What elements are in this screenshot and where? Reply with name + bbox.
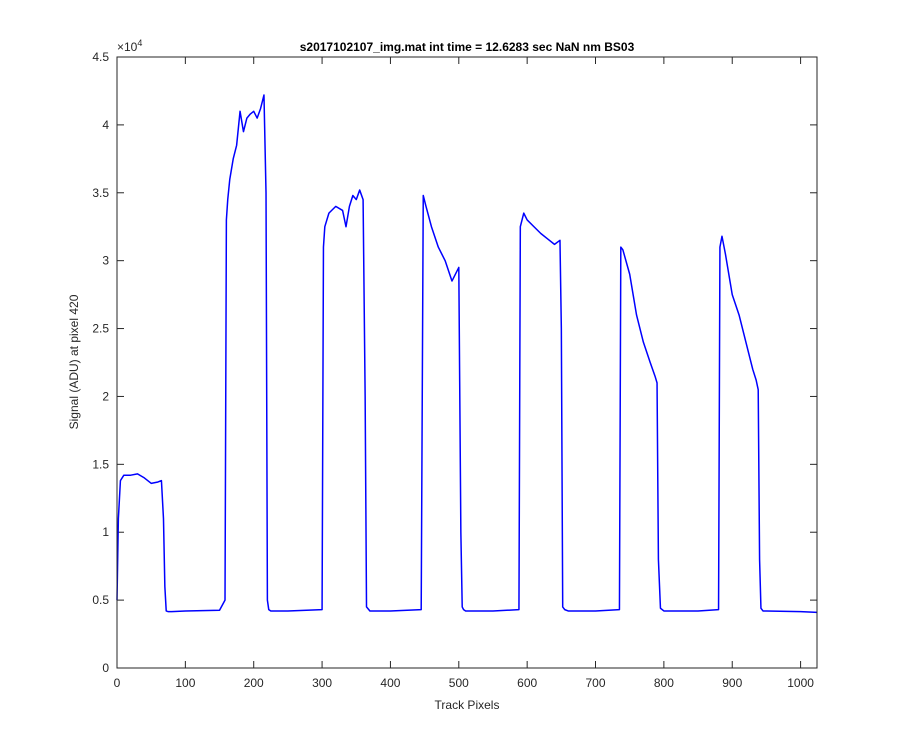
y-tick-label: 1.5	[92, 457, 109, 471]
x-tick-label: 100	[175, 676, 195, 690]
x-axis-label: Track Pixels	[435, 698, 500, 712]
plot-area	[117, 57, 817, 668]
series-line	[116, 94, 818, 614]
x-tick-label: 700	[586, 676, 606, 690]
series-layer	[116, 94, 818, 614]
y-tick-label: 1	[102, 525, 109, 539]
y-tick-label: 4.5	[92, 50, 109, 64]
x-tick-label: 0	[114, 676, 121, 690]
y-tick-label: 2.5	[92, 322, 109, 336]
x-tick-label: 1000	[787, 676, 814, 690]
x-tick-label: 900	[722, 676, 742, 690]
plot-frame	[116, 56, 818, 669]
y-exponent-label: ×104	[117, 38, 142, 54]
chart-title: s2017102107_img.mat int time = 12.6283 s…	[300, 40, 635, 54]
x-tick-label: 800	[654, 676, 674, 690]
y-tick-label: 0.5	[92, 593, 109, 607]
tick-labels: 0 100 200 300 400 500 600 700 800 900 1000 0 0.5 1 1.5…	[92, 50, 814, 690]
y-tick-label: 3.5	[92, 186, 109, 200]
x-tick-label: 200	[244, 676, 264, 690]
y-axis-label: Signal (ADU) at pixel 420	[67, 294, 81, 429]
x-tick-label: 300	[312, 676, 332, 690]
x-tick-label: 400	[380, 676, 400, 690]
tick-marks	[116, 56, 817, 669]
y-tick-label: 2	[102, 389, 109, 403]
x-tick-label: 500	[449, 676, 469, 690]
y-tick-label: 0	[102, 661, 109, 675]
y-tick-label: 4	[102, 118, 109, 132]
y-exponent-base: ×10	[117, 40, 138, 54]
y-exponent-power: 4	[137, 38, 142, 48]
y-tick-label: 3	[102, 254, 109, 268]
x-tick-label: 600	[517, 676, 537, 690]
